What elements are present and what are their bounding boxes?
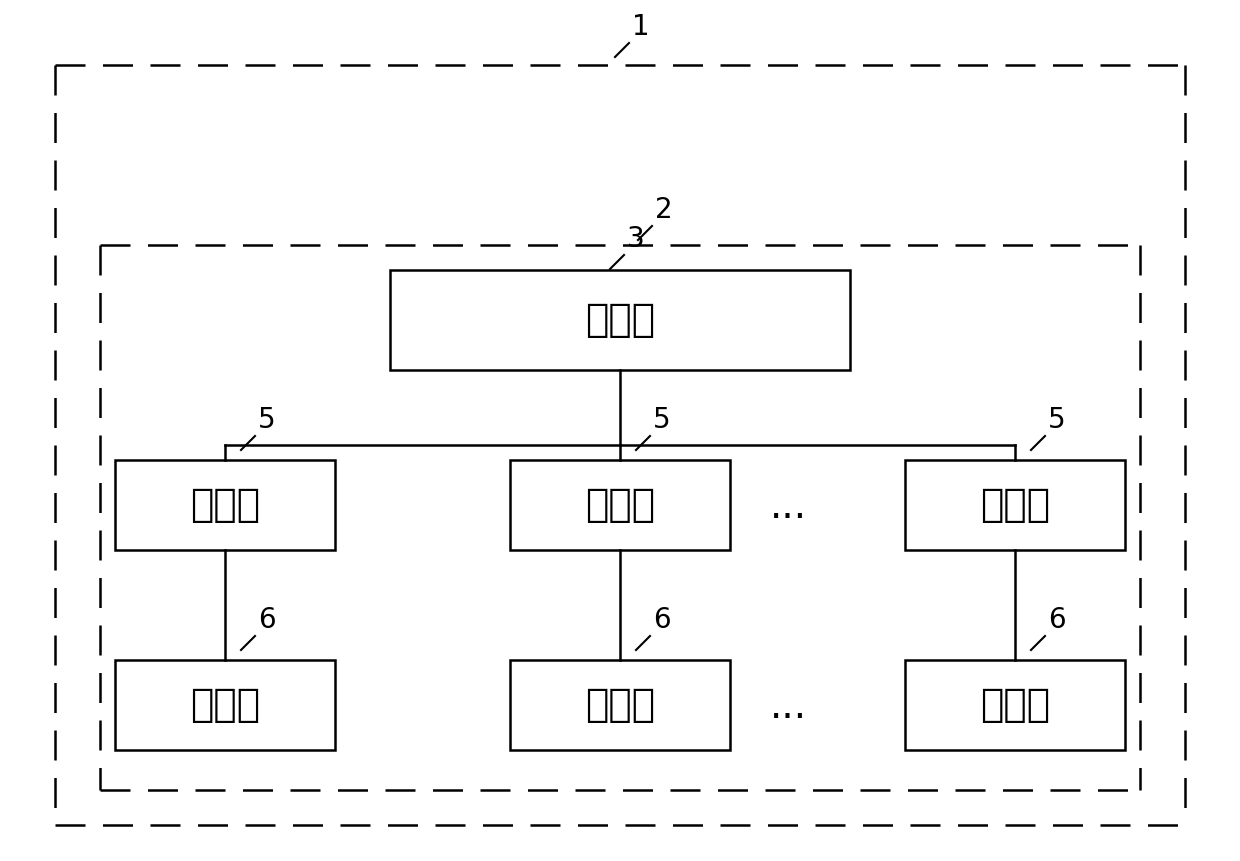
- Text: 2: 2: [655, 196, 672, 224]
- Text: 6: 6: [258, 606, 275, 634]
- Text: 3: 3: [627, 225, 645, 253]
- Text: 服务车: 服务车: [190, 486, 260, 524]
- Bar: [905, 460, 1125, 550]
- Bar: [905, 660, 1125, 750]
- Text: 5: 5: [1048, 406, 1065, 434]
- Text: 5: 5: [258, 406, 275, 434]
- Bar: [115, 660, 335, 750]
- Text: 6: 6: [1048, 606, 1065, 634]
- Text: ...: ...: [770, 688, 806, 726]
- Text: 1: 1: [632, 13, 650, 41]
- Bar: [510, 460, 730, 550]
- Text: 服务站: 服务站: [585, 301, 655, 339]
- Text: 电动车: 电动车: [585, 686, 655, 724]
- Text: 服务车: 服务车: [980, 486, 1050, 524]
- Text: 电动车: 电动车: [190, 686, 260, 724]
- Text: 服务车: 服务车: [585, 486, 655, 524]
- Text: 5: 5: [653, 406, 671, 434]
- Bar: [115, 460, 335, 550]
- Text: 电动车: 电动车: [980, 686, 1050, 724]
- Text: 6: 6: [653, 606, 671, 634]
- Bar: [510, 660, 730, 750]
- Text: ...: ...: [770, 488, 806, 526]
- Bar: [391, 270, 849, 370]
